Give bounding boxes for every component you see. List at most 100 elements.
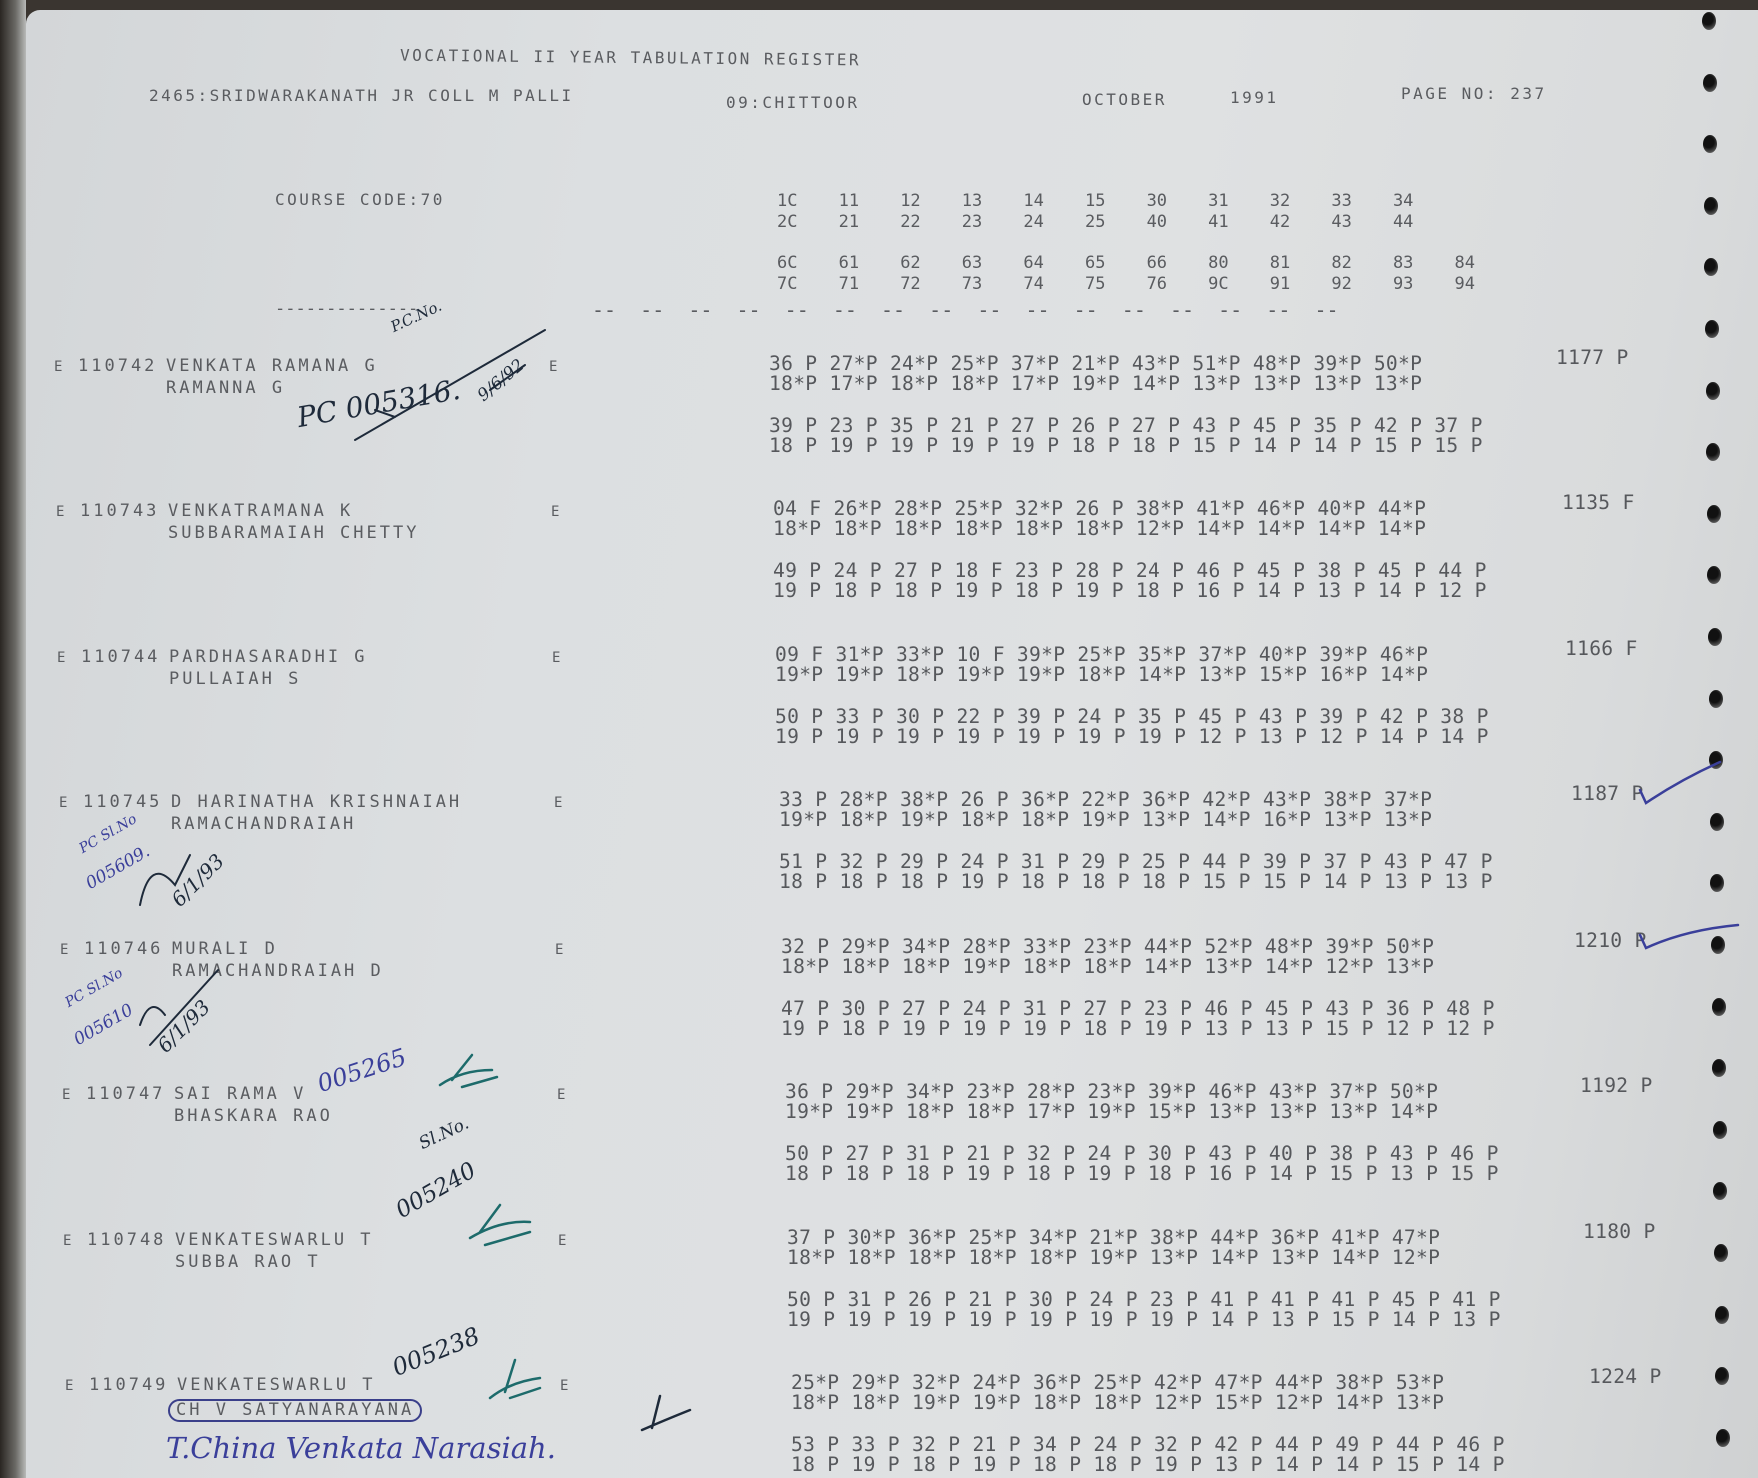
column-code: 76: [1146, 274, 1168, 294]
medium: E: [549, 359, 561, 375]
binder-hole: [1705, 320, 1719, 338]
column-code: 61: [838, 253, 860, 273]
column-code: 11: [838, 191, 860, 211]
marks-row: 18*P 18*P 18*P 19*P 18*P 18*P 14*P 13*P …: [781, 955, 1435, 978]
column-code: 92: [1331, 274, 1352, 294]
medium: E: [551, 504, 563, 520]
binder-hole: [1711, 997, 1726, 1016]
signature-mark: [139, 854, 191, 906]
exam-flag: E: [63, 1233, 75, 1249]
binder-hole: [1702, 73, 1717, 92]
column-code: 33: [1331, 191, 1352, 211]
marks-row: 36 P 27*P 24*P 25*P 37*P 21*P 43*P 51*P …: [769, 352, 1423, 375]
column-code: 75: [1084, 274, 1106, 294]
marks-row: 51 P 32 P 29 P 24 P 31 P 29 P 25 P 44 P …: [779, 850, 1493, 873]
marks-row: 18*P 17*P 18*P 18*P 17*P 19*P 14*P 13*P …: [769, 372, 1423, 395]
exam-flag: E: [56, 504, 68, 520]
column-code: 7C: [777, 274, 798, 294]
medium: E: [552, 650, 564, 666]
exam-flag: E: [65, 1378, 77, 1394]
exam-flag: E: [60, 942, 72, 958]
binder-hole: [1702, 12, 1716, 30]
column-code: 40: [1146, 212, 1168, 232]
column-code: 64: [1023, 253, 1044, 273]
marks-row: 19 P 18 P 19 P 19 P 19 P 18 P 19 P 13 P …: [781, 1017, 1495, 1040]
binder-hole: [1710, 874, 1725, 893]
binder-hole: [1703, 196, 1718, 215]
marks-row: 19*P 18*P 19*P 18*P 18*P 19*P 13*P 14*P …: [779, 808, 1433, 831]
father-name: SUBBA RAO T: [175, 1252, 321, 1272]
marks-row: 32 P 29*P 34*P 28*P 33*P 23*P 44*P 52*P …: [781, 935, 1435, 958]
binder-hole: [1705, 381, 1720, 400]
marks-row: 18 P 19 P 19 P 19 P 19 P 18 P 18 P 15 P …: [769, 434, 1483, 457]
marks-row: 18*P 18*P 19*P 19*P 18*P 18*P 12*P 15*P …: [791, 1391, 1445, 1414]
total-result: 1192 P: [1580, 1074, 1653, 1097]
column-code: 32: [1269, 191, 1291, 211]
father-name: BHASKARA RAO: [174, 1106, 333, 1126]
column-code: 6C: [777, 253, 798, 273]
column-code: 44: [1392, 212, 1414, 232]
roll-number: 110744: [81, 647, 161, 667]
column-code: 65: [1084, 253, 1106, 273]
student-name: SAI RAMA V: [174, 1084, 307, 1104]
column-code: 63: [961, 253, 983, 273]
marks-row: 19 P 18 P 18 P 19 P 18 P 19 P 18 P 16 P …: [773, 579, 1487, 602]
total-result: 1177 P: [1556, 346, 1629, 369]
column-code: 13: [961, 191, 983, 211]
student-name: MURALI D: [172, 939, 278, 959]
student-name: VENKATESWARLU T: [175, 1230, 374, 1250]
exam-flag: E: [57, 650, 69, 666]
medium: E: [558, 1233, 570, 1249]
register-page: [26, 10, 1758, 1478]
column-code: 31: [1208, 191, 1229, 211]
column-code: 91: [1269, 274, 1291, 294]
book-spine-edge: [0, 0, 26, 1478]
roll-number: 110742: [78, 356, 158, 376]
medium: E: [557, 1087, 569, 1103]
initials-mark: [438, 1053, 499, 1089]
marks-row: 19*P 19*P 18*P 19*P 19*P 18*P 14*P 13*P …: [775, 663, 1429, 686]
binder-hole: [1708, 689, 1723, 708]
column-code: 83: [1392, 253, 1414, 273]
column-code: 43: [1331, 212, 1352, 232]
binder-hole: [1714, 1244, 1728, 1262]
column-code: 82: [1331, 253, 1352, 273]
column-code: 80: [1208, 253, 1229, 273]
check-mark: [1638, 760, 1722, 805]
course-code: COURSE CODE:70: [275, 190, 445, 209]
exam-flag: E: [62, 1087, 74, 1103]
student-name: VENKATESWARLU T: [177, 1375, 376, 1395]
column-code: 9C: [1208, 274, 1229, 294]
column-separator: -- -- -- -- -- -- -- -- -- -- -- -- -- -…: [592, 298, 1339, 322]
column-code: 14: [1023, 191, 1044, 211]
column-code: 2C: [777, 212, 798, 232]
binder-hole: [1703, 135, 1718, 154]
total-result: 1166 F: [1565, 637, 1638, 660]
exam-flag: E: [54, 359, 66, 375]
binder-hole: [1711, 936, 1725, 954]
marks-row: 18 P 19 P 18 P 19 P 18 P 18 P 19 P 13 P …: [791, 1453, 1505, 1476]
marks-row: 09 F 31*P 33*P 10 F 39*P 25*P 35*P 37*P …: [775, 643, 1429, 666]
marks-row: 19*P 19*P 18*P 18*P 17*P 19*P 15*P 13*P …: [785, 1100, 1439, 1123]
marks-row: 37 P 30*P 36*P 25*P 34*P 21*P 38*P 44*P …: [787, 1226, 1441, 1249]
college-name: 2465:SRIDWARAKANATH JR COLL M PALLI: [149, 86, 574, 105]
column-code: 23: [961, 212, 983, 232]
initials-mark: [640, 1394, 692, 1432]
column-code-row: 7C 71 72 73 74 75 76 9C 91 92 93 94: [777, 276, 1516, 293]
marks-row: 50 P 27 P 31 P 21 P 32 P 24 P 30 P 43 P …: [785, 1142, 1499, 1165]
marks-row: 04 F 26*P 28*P 25*P 32*P 26 P 38*P 41*P …: [773, 497, 1427, 520]
column-code: 81: [1269, 253, 1291, 273]
medium: E: [554, 795, 566, 811]
column-code: 62: [900, 253, 921, 273]
binder-hole: [1706, 504, 1721, 523]
column-code: 72: [900, 274, 921, 294]
marks-row: 18*P 18*P 18*P 18*P 18*P 19*P 13*P 14*P …: [787, 1246, 1441, 1269]
total-result: 1224 P: [1589, 1365, 1662, 1388]
column-code-row: 1C 11 12 13 14 15 30 31 32 33 34: [777, 193, 1455, 210]
roll-number: 110747: [86, 1084, 166, 1104]
marks-row: 49 P 24 P 27 P 18 F 23 P 28 P 24 P 46 P …: [773, 559, 1487, 582]
roll-number: 110749: [89, 1375, 169, 1395]
medium: E: [555, 942, 567, 958]
roll-number: 110748: [87, 1230, 167, 1250]
signature-mark: [139, 969, 219, 1046]
